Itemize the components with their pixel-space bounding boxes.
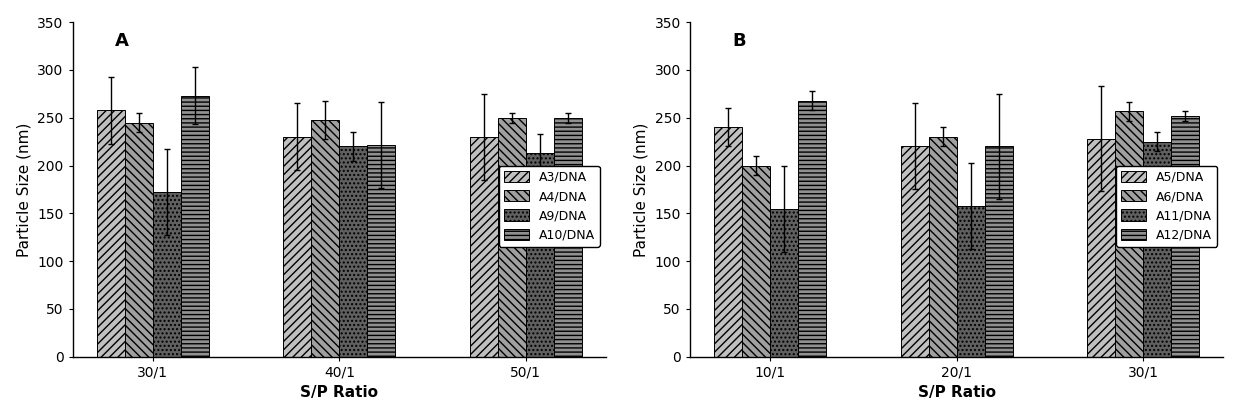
Bar: [799, 100, 826, 357]
Bar: [284, 137, 311, 357]
Bar: [929, 137, 956, 357]
Bar: [470, 137, 498, 357]
Text: A: A: [115, 32, 129, 50]
Bar: [181, 96, 208, 357]
Bar: [1115, 111, 1143, 357]
Y-axis label: Particle Size (nm): Particle Size (nm): [634, 122, 649, 256]
Legend: A5/DNA, A6/DNA, A11/DNA, A12/DNA: A5/DNA, A6/DNA, A11/DNA, A12/DNA: [1116, 166, 1218, 246]
Bar: [97, 110, 125, 357]
Bar: [340, 146, 367, 357]
Bar: [125, 123, 153, 357]
Bar: [526, 153, 554, 357]
Legend: A3/DNA, A4/DNA, A9/DNA, A10/DNA: A3/DNA, A4/DNA, A9/DNA, A10/DNA: [498, 166, 600, 246]
Text: B: B: [733, 32, 746, 50]
Y-axis label: Particle Size (nm): Particle Size (nm): [16, 122, 32, 256]
Bar: [900, 146, 929, 357]
Bar: [367, 145, 396, 357]
X-axis label: S/P Ratio: S/P Ratio: [918, 385, 996, 400]
Bar: [742, 166, 770, 357]
Bar: [1171, 116, 1199, 357]
Bar: [770, 208, 799, 357]
Bar: [714, 127, 742, 357]
Bar: [985, 146, 1013, 357]
Bar: [498, 118, 526, 357]
X-axis label: S/P Ratio: S/P Ratio: [300, 385, 378, 400]
Bar: [1143, 142, 1171, 357]
Bar: [554, 118, 582, 357]
Bar: [1087, 139, 1115, 357]
Bar: [956, 206, 985, 357]
Bar: [153, 192, 181, 357]
Bar: [311, 120, 340, 357]
